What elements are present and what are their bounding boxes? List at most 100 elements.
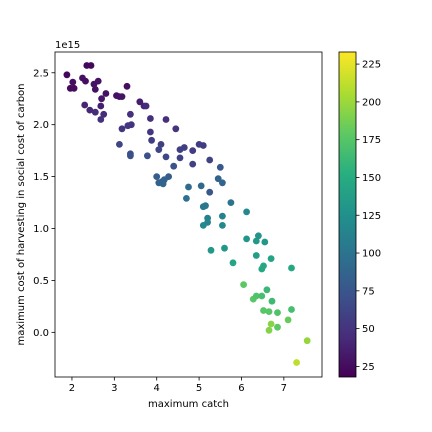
plot-background <box>55 52 322 377</box>
data-point <box>263 286 271 294</box>
x-tick-label: 4 <box>154 383 160 394</box>
x-axis-label: maximum catch <box>148 399 229 410</box>
data-point <box>260 307 267 314</box>
data-point <box>183 195 190 202</box>
data-point <box>170 162 178 170</box>
data-point <box>94 77 102 85</box>
y-offset-label: 1e15 <box>55 40 80 51</box>
data-point <box>124 122 132 130</box>
data-point <box>288 306 295 313</box>
data-point <box>258 292 266 300</box>
data-point <box>97 116 105 123</box>
data-point <box>240 281 248 288</box>
colorbar-tick-label: 100 <box>362 249 381 260</box>
data-point <box>216 163 224 171</box>
data-point <box>252 292 260 300</box>
data-point <box>199 142 207 149</box>
data-point <box>284 316 292 324</box>
data-point <box>255 232 262 240</box>
data-point <box>185 183 192 191</box>
data-point <box>288 264 295 272</box>
data-point <box>70 84 78 92</box>
colorbar-tick-label: 200 <box>362 97 381 108</box>
data-point <box>144 152 151 160</box>
data-point <box>252 252 260 259</box>
colorbar-tick-label: 125 <box>362 211 381 222</box>
data-point <box>126 152 134 160</box>
data-point <box>86 106 94 114</box>
data-point <box>102 90 110 97</box>
data-point <box>136 98 144 106</box>
data-point <box>227 199 235 207</box>
data-point <box>199 222 207 229</box>
data-point <box>243 235 251 243</box>
data-point <box>197 182 205 190</box>
data-point <box>189 147 197 155</box>
y-tick-label: 0.0 <box>33 328 49 339</box>
data-point <box>126 110 134 118</box>
data-point <box>91 86 99 93</box>
data-point <box>147 128 154 136</box>
data-point <box>147 115 154 122</box>
data-point <box>214 175 222 183</box>
colorbar-gradient <box>339 52 356 377</box>
y-tick-label: 0.5 <box>33 276 49 287</box>
data-point <box>206 188 214 196</box>
data-point <box>293 359 300 366</box>
data-point <box>219 222 226 229</box>
data-point <box>98 95 105 103</box>
data-point <box>202 202 209 210</box>
data-point <box>252 237 260 245</box>
data-point <box>100 110 108 118</box>
data-point <box>153 173 161 181</box>
data-point <box>267 255 275 262</box>
data-point <box>243 208 251 216</box>
data-point <box>229 259 237 267</box>
data-point <box>172 125 180 133</box>
colorbar-frame <box>338 51 357 378</box>
axes: 2 3 4 5 6 7 0.0 0.5 1.0 1.5 2.0 2.5 1e15 maximum catc… <box>16 40 323 410</box>
colorbar-tick-label: 25 <box>362 362 375 373</box>
data-point <box>267 320 275 328</box>
colorbar-tick-label: 175 <box>362 135 381 146</box>
data-point <box>91 108 99 116</box>
x-tick-label: 3 <box>111 383 117 394</box>
data-point <box>82 77 89 85</box>
y-tick-label: 2.5 <box>33 68 49 79</box>
data-point <box>274 323 281 331</box>
data-point <box>116 141 123 148</box>
x-tick-label: 5 <box>196 383 202 394</box>
x-tick-label: 6 <box>238 383 244 394</box>
data-point <box>206 156 214 164</box>
data-point <box>69 78 77 86</box>
data-point <box>157 141 165 148</box>
data-point <box>63 71 71 79</box>
data-point <box>123 82 131 90</box>
colorbar: 25 50 75 100 125 150 175 200 225 <box>338 51 381 378</box>
y-tick-label: 2.0 <box>33 120 49 131</box>
x-tick-label: 7 <box>281 383 287 394</box>
data-point <box>219 179 226 187</box>
data-point <box>162 116 170 123</box>
data-point <box>176 154 184 162</box>
data-point <box>207 246 215 254</box>
data-point <box>265 326 273 334</box>
data-point <box>165 173 173 181</box>
data-point <box>97 102 105 110</box>
colorbar-tick-label: 150 <box>362 173 381 184</box>
data-point <box>81 101 89 109</box>
data-point <box>219 212 226 220</box>
x-tick-label: 2 <box>69 383 75 394</box>
data-point <box>155 146 163 154</box>
data-point <box>189 160 197 168</box>
data-point <box>180 144 188 151</box>
data-point <box>260 262 267 270</box>
data-point <box>162 153 170 161</box>
data-point <box>221 244 228 252</box>
data-point <box>142 102 150 110</box>
data-point <box>261 238 269 246</box>
plot-area <box>55 52 322 377</box>
y-tick-label: 1.0 <box>33 224 49 235</box>
colorbar-tick-label: 50 <box>362 324 375 335</box>
